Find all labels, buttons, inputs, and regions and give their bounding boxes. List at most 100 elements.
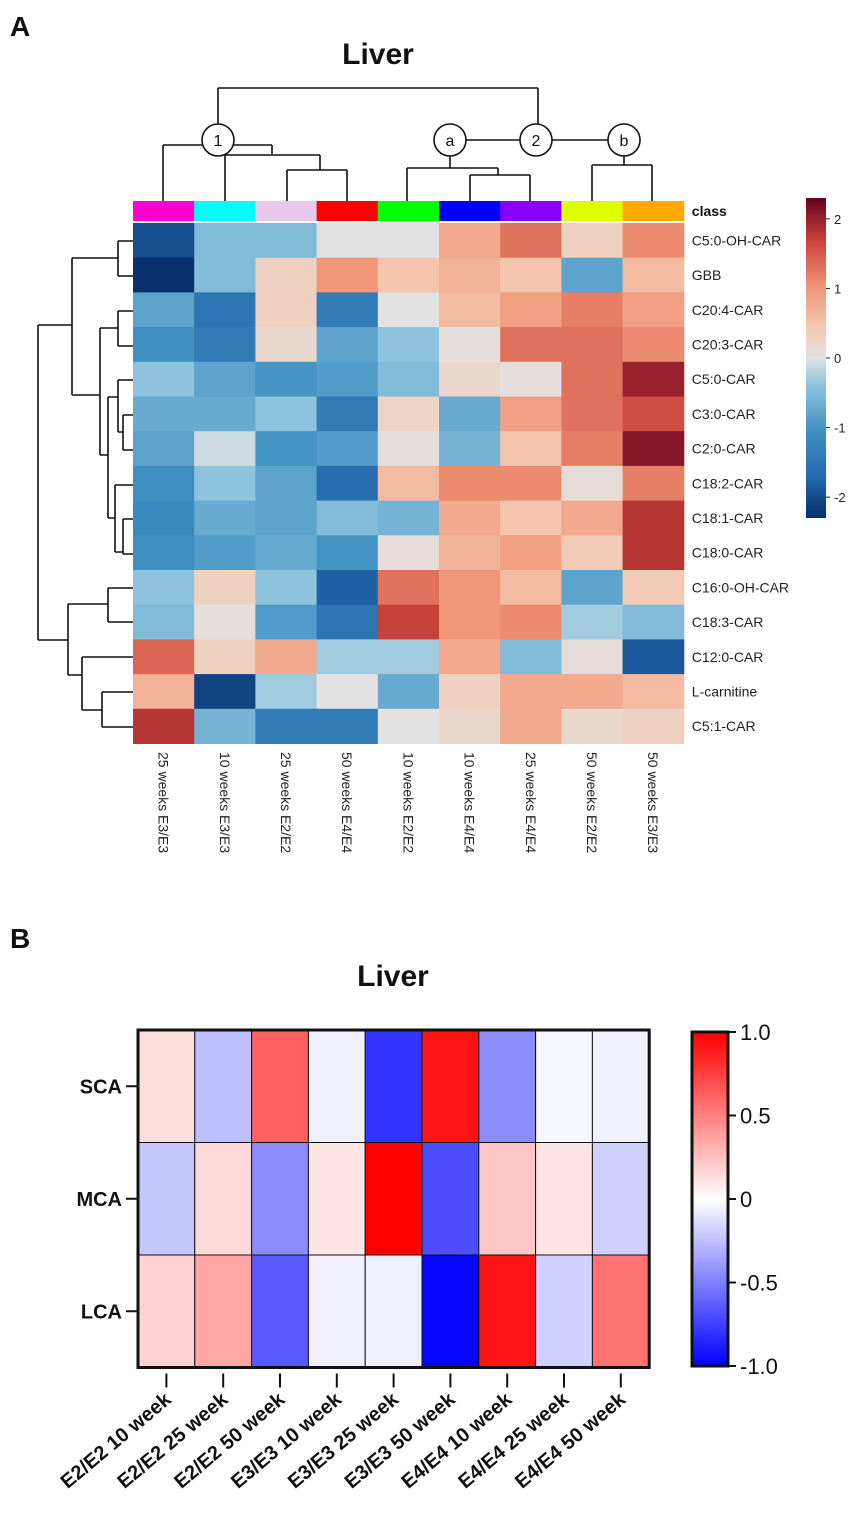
heat-b-cell	[591, 1029, 650, 1143]
heat-b-cell	[478, 1254, 537, 1368]
node-2: 2	[519, 123, 553, 157]
heat-a-cell	[194, 535, 256, 571]
heat-a-cell	[500, 257, 562, 293]
colorbar-b-gradient	[690, 1030, 730, 1368]
heat-a-cell	[255, 361, 318, 397]
heat-a-cell	[316, 327, 379, 363]
heat-a-cell	[561, 396, 624, 432]
heat-a-cell	[133, 327, 195, 363]
heat-a-cell	[194, 361, 256, 397]
heat-a-cell	[255, 396, 318, 432]
heat-a-cell	[377, 327, 440, 363]
heat-a-cell	[255, 570, 318, 606]
heat-a-cell	[439, 708, 501, 744]
heat-b-cell	[591, 1142, 650, 1256]
heat-b-cell	[194, 1142, 253, 1256]
heat-a-cell	[194, 223, 256, 259]
heat-a-cell	[439, 257, 501, 293]
row-label: C5:0-OH-CAR	[692, 232, 781, 248]
heat-a-cell	[500, 361, 562, 397]
heat-a-cell	[133, 292, 195, 328]
heat-a-cell	[439, 674, 501, 710]
colorbar-a-tick-label: 2	[834, 212, 841, 227]
heat-b-cell	[307, 1142, 366, 1256]
heat-a-cell	[133, 639, 195, 675]
heat-b-cell	[478, 1029, 537, 1143]
heat-a-cell	[500, 465, 562, 502]
class-bar-6	[500, 201, 562, 221]
column-dendrogram: 1 a 2 b	[162, 87, 653, 202]
heat-a-cell	[622, 639, 685, 675]
heat-a-cell	[255, 257, 318, 293]
heat-a-cell	[316, 535, 379, 571]
heat-a-cell	[500, 604, 562, 640]
heat-b-cell	[364, 1142, 423, 1256]
heat-b-cell	[194, 1254, 253, 1368]
heat-a-cell	[194, 257, 256, 293]
class-bar-0	[133, 201, 195, 221]
heat-b-cell	[421, 1142, 480, 1256]
row-label: LCA	[81, 1301, 122, 1323]
heat-a-cell	[622, 327, 685, 363]
heat-a-cell	[439, 535, 501, 571]
row-label: MCA	[76, 1189, 122, 1211]
class-bar-7	[561, 201, 624, 221]
heat-a-cell	[439, 604, 501, 640]
heat-b-cell	[535, 1254, 593, 1368]
heat-a-cell	[439, 223, 501, 259]
heat-a-cell	[622, 535, 685, 571]
heat-a-cell	[194, 500, 256, 536]
node-1: 1	[201, 123, 235, 157]
heat-a-cell	[255, 465, 318, 502]
row-label: GBB	[692, 267, 722, 283]
heat-b-cell	[591, 1254, 650, 1368]
class-bar-4	[377, 201, 440, 221]
row-label: C3:0-CAR	[692, 406, 756, 422]
heat-a-cell	[500, 500, 562, 536]
panel-label-a: A	[10, 11, 30, 42]
colorbar-a: 2 1 0 -1 -2	[806, 198, 846, 518]
heat-b-cell	[137, 1254, 196, 1368]
heat-a-cell	[622, 431, 685, 467]
heat-a-cell	[377, 431, 440, 467]
heat-a-cell	[622, 223, 685, 259]
heat-b-cell	[478, 1142, 537, 1256]
heat-a-cell	[561, 639, 624, 675]
heat-a-cell	[316, 570, 379, 606]
heat-a-cell	[194, 674, 256, 710]
heat-a-cell	[316, 257, 379, 293]
heat-a-cell	[316, 465, 379, 502]
heat-a-cell	[194, 431, 256, 467]
row-label: C20:3-CAR	[692, 336, 764, 352]
heat-b-cell	[194, 1029, 253, 1143]
node-label-b: b	[620, 133, 629, 150]
heat-a-cell	[439, 327, 501, 363]
heat-a-cell	[133, 708, 195, 744]
heat-a-cell	[377, 708, 440, 744]
heat-a-cell	[439, 396, 501, 432]
row-label: C18:2-CAR	[692, 475, 764, 491]
heat-b-cell	[251, 1254, 309, 1368]
heat-a-cell	[194, 465, 256, 502]
heat-a-cell	[622, 708, 685, 744]
colorbar-a-tick-label: -2	[834, 490, 846, 505]
row-label: C16:0-OH-CAR	[692, 579, 789, 595]
heat-a-cell	[622, 361, 685, 397]
heat-a-cell	[622, 604, 685, 640]
class-bar-3	[316, 201, 379, 221]
column-label: 50 weeks E4/E4	[339, 752, 355, 853]
heat-b-cell	[251, 1142, 309, 1256]
heat-a-cell	[316, 708, 379, 744]
heat-b-cell	[137, 1029, 196, 1143]
column-label: 25 weeks E2/E2	[278, 752, 294, 853]
heat-a-cell	[561, 500, 624, 536]
panel-label-b: B	[10, 923, 30, 954]
heat-a-cell	[622, 465, 685, 502]
heat-a-cell	[622, 674, 685, 710]
heat-a-cell	[622, 292, 685, 328]
heat-a-cell	[255, 431, 318, 467]
heat-a-cell	[561, 257, 624, 293]
heat-a-cell	[622, 500, 685, 536]
